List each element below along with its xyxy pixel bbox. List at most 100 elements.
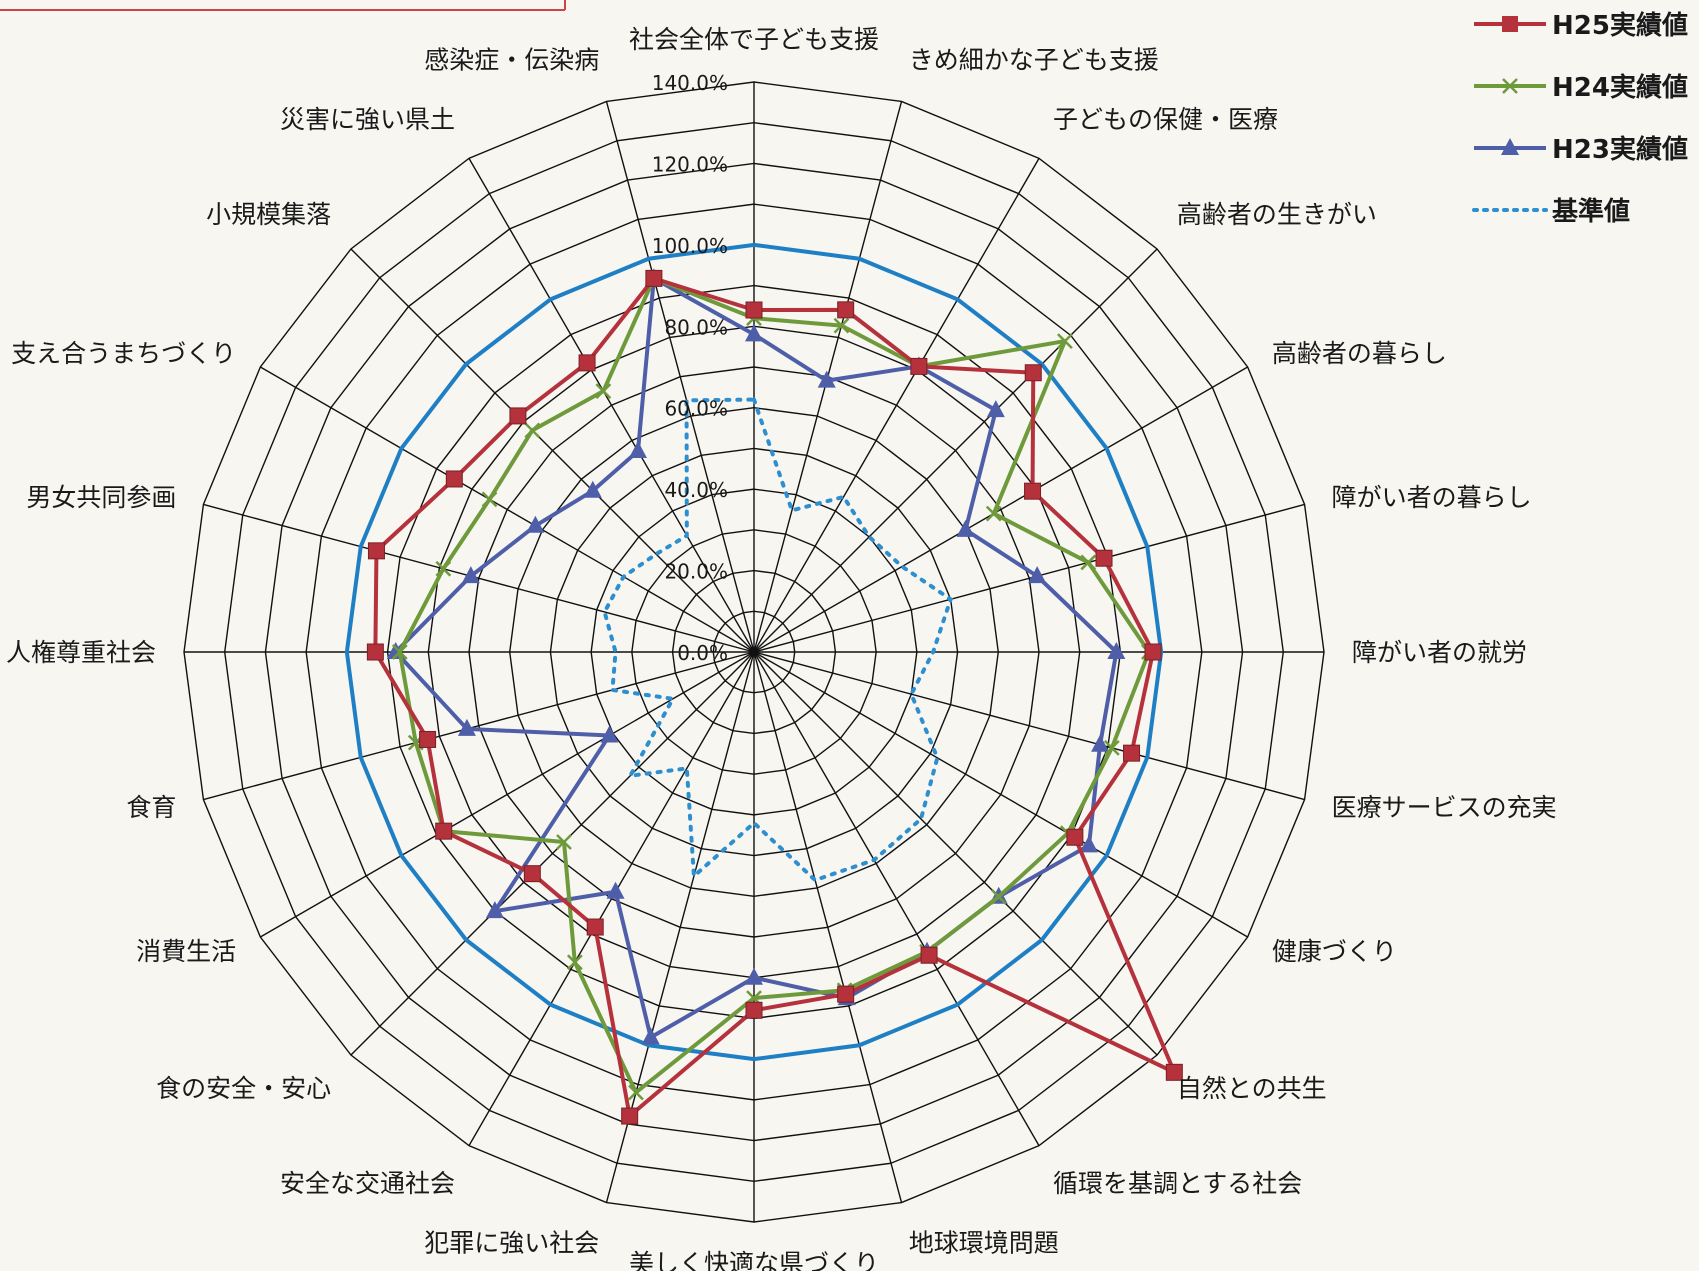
data-point: [595, 383, 612, 399]
data-point: [745, 324, 763, 342]
data-point: [1080, 554, 1097, 571]
data-point: [367, 542, 385, 560]
category-label: 美しく快適な県づくり: [629, 1249, 879, 1271]
grid-spoke: [753, 158, 1040, 653]
data-point: [391, 644, 408, 660]
data-point: [628, 1084, 644, 1101]
category-label: 安全な交通社会: [280, 1169, 455, 1198]
tick-label: 20.0%: [664, 560, 728, 584]
data-point: [956, 519, 975, 537]
grid-spoke: [753, 503, 1305, 653]
data-point: [366, 643, 384, 661]
grid-spoke: [260, 366, 755, 653]
data-point: [920, 946, 938, 964]
legend-item: H24実績値: [1474, 72, 1688, 103]
data-point: [600, 725, 619, 743]
grid-spoke: [605, 101, 755, 653]
legend-marker: [1501, 138, 1519, 155]
data-point: [1123, 744, 1141, 762]
tick-label: 0.0%: [677, 641, 728, 665]
category-label: 健康づくり: [1272, 937, 1397, 966]
category-label: 消費生活: [136, 937, 236, 966]
data-point: [745, 1001, 763, 1019]
grid-spoke: [753, 651, 1305, 801]
data-point: [1079, 835, 1098, 853]
tick-label: 40.0%: [664, 478, 728, 502]
data-point: [621, 1107, 639, 1125]
legend-item: H23実績値: [1474, 134, 1688, 165]
series-layer: [366, 268, 1183, 1125]
category-label: 循環を基調とする社会: [1053, 1169, 1302, 1198]
grid-spoke: [350, 248, 755, 653]
data-point: [523, 865, 541, 883]
data-point: [833, 317, 850, 334]
data-point: [556, 834, 572, 850]
data-point: [628, 441, 647, 459]
data-point: [1028, 566, 1047, 584]
data-point: [986, 400, 1005, 418]
grid-spoke: [468, 158, 755, 653]
category-label: 災害に強い県土: [280, 105, 455, 134]
data-point: [817, 370, 836, 388]
data-point: [641, 1027, 660, 1045]
data-point: [445, 470, 463, 488]
legend-item: 基準値: [1472, 196, 1630, 227]
series-line: [602, 397, 954, 883]
data-point: [435, 560, 452, 577]
data-point: [745, 301, 763, 319]
data-point: [1165, 1063, 1183, 1081]
reference-circle: [344, 242, 1164, 1062]
grid-spoke: [350, 651, 755, 1056]
category-label: 障がい者の就労: [1352, 638, 1527, 667]
data-point: [566, 954, 583, 971]
legend-marker: [1502, 16, 1518, 32]
category-label: 支え合うまちづくり: [11, 339, 236, 368]
data-point: [985, 505, 1002, 522]
data-point: [524, 422, 541, 439]
category-label: 障がい者の暮らし: [1332, 483, 1532, 512]
tick-label: 60.0%: [664, 397, 728, 421]
data-point: [583, 480, 602, 498]
data-point: [481, 491, 498, 508]
grid-spoke: [753, 651, 1248, 938]
category-label: 子どもの保健・医療: [1053, 105, 1278, 134]
data-point: [1144, 643, 1162, 661]
axis-labels: 社会全体で子ども支援きめ細かな子ども支援子どもの保健・医療高齢者の生きがい高齢者…: [6, 25, 1557, 1271]
data-point: [1095, 549, 1113, 567]
data-point: [837, 985, 855, 1003]
tick-label: 120.0%: [652, 152, 728, 176]
tick-label: 80.0%: [664, 315, 728, 339]
category-label: 食の安全・安心: [156, 1074, 331, 1103]
data-point: [1066, 828, 1084, 846]
data-point: [435, 822, 453, 840]
series-1: [366, 269, 1183, 1125]
data-point: [578, 354, 596, 372]
legend-item: H25実績値: [1474, 10, 1688, 41]
grid-spoke: [753, 248, 1158, 653]
grid-spoke: [753, 651, 1158, 1056]
data-point: [990, 888, 1007, 905]
tick-labels: 0.0% 20.0% 40.0% 60.0% 80.0% 100.0% 120.0% 140.…: [652, 71, 728, 665]
category-label: 食育: [126, 793, 176, 822]
data-point: [745, 967, 763, 985]
data-point: [837, 301, 855, 319]
category-label: 高齢者の生きがい: [1177, 200, 1377, 229]
category-label: 感染症・伝染病: [424, 45, 599, 74]
category-label: 自然との共生: [1177, 1074, 1327, 1103]
tick-label: 140.0%: [652, 71, 728, 95]
category-label: 犯罪に強い社会: [424, 1229, 599, 1258]
grid-spoke: [753, 651, 1040, 1146]
legend-marker: [1502, 78, 1518, 94]
category-label: きめ細かな子ども支援: [909, 45, 1159, 74]
grid-spoke: [203, 651, 755, 801]
category-label: 高齢者の暮らし: [1272, 339, 1447, 368]
series-4: [602, 397, 954, 883]
data-point: [1024, 482, 1042, 500]
data-point: [1024, 364, 1042, 382]
grid-spoke: [753, 366, 1248, 653]
legend-label: H25実績値: [1552, 10, 1688, 41]
data-point: [485, 901, 504, 919]
